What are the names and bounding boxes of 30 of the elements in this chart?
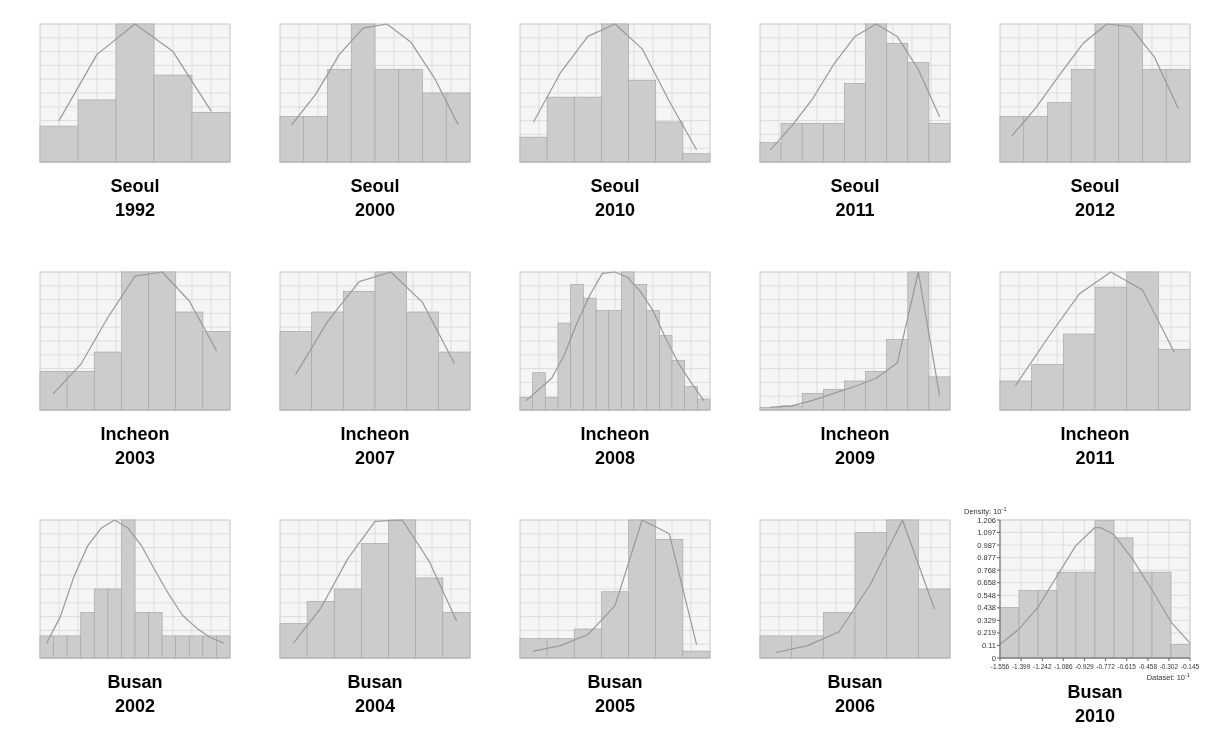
text: Incheon <box>340 424 410 444</box>
text: Incheon <box>820 424 890 444</box>
text: Incheon <box>1060 424 1130 444</box>
text: 2003 <box>114 448 156 468</box>
text: Seoul <box>110 176 160 196</box>
text: Busan <box>1067 682 1123 702</box>
text: Incheon <box>580 424 650 444</box>
text: 2010 <box>594 200 636 220</box>
text: 2002 <box>114 696 156 716</box>
text: 2011 <box>1075 448 1115 468</box>
text: 2004 <box>354 696 396 716</box>
text: 2011 <box>835 200 875 220</box>
text: Seoul <box>830 176 880 196</box>
text: 2010 <box>1074 706 1116 726</box>
text: 2000 <box>354 200 396 220</box>
text: Busan <box>107 672 163 692</box>
text: 2005 <box>594 696 636 716</box>
text: 2008 <box>594 448 636 468</box>
text: 1992 <box>114 200 156 220</box>
text: 2009 <box>834 448 876 468</box>
text: 2012 <box>1074 200 1116 220</box>
text: Seoul <box>590 176 640 196</box>
text: Seoul <box>1070 176 1120 196</box>
text: Busan <box>827 672 883 692</box>
text: Incheon <box>100 424 170 444</box>
text: 2007 <box>354 448 396 468</box>
text: Busan <box>347 672 403 692</box>
text: Busan <box>587 672 643 692</box>
text: 2006 <box>834 696 876 716</box>
text: Seoul <box>350 176 400 196</box>
